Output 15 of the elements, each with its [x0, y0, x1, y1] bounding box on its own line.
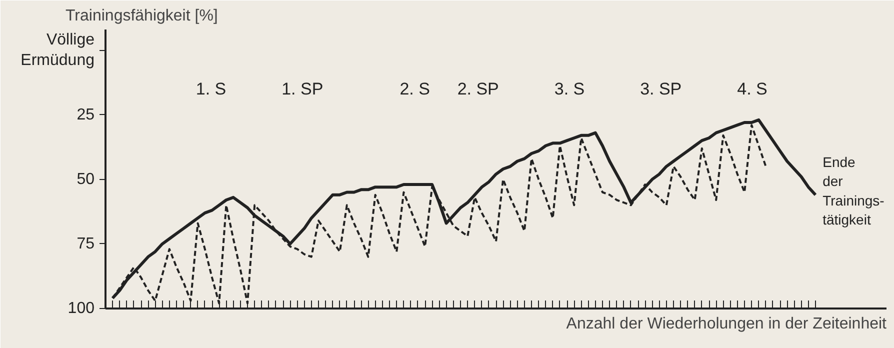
annotation: 3. S	[554, 79, 585, 98]
annotation: 1. S	[196, 79, 226, 98]
annotation: 2. SP	[457, 79, 499, 98]
y-axis-title: Trainingsfähigkeit [%]	[66, 8, 218, 24]
x-axis-title: Anzahl der Wiederholungen in der Zeiteinheit	[566, 316, 888, 332]
y-tick-label: 50	[76, 170, 95, 188]
y-tick-label: 25	[76, 106, 95, 124]
annotation: 3. SP	[640, 79, 682, 98]
y-tick-label: 100	[68, 300, 95, 317]
annotation: 2. S	[400, 79, 430, 98]
annotation: 1. SP	[282, 79, 324, 98]
y-tick-label: 75	[76, 235, 95, 252]
text: Ende der Trainings- tätigkeit	[822, 154, 885, 228]
y-tick-label: Völlige Ermüdung	[20, 31, 95, 69]
annotation: 4. S	[737, 79, 768, 98]
